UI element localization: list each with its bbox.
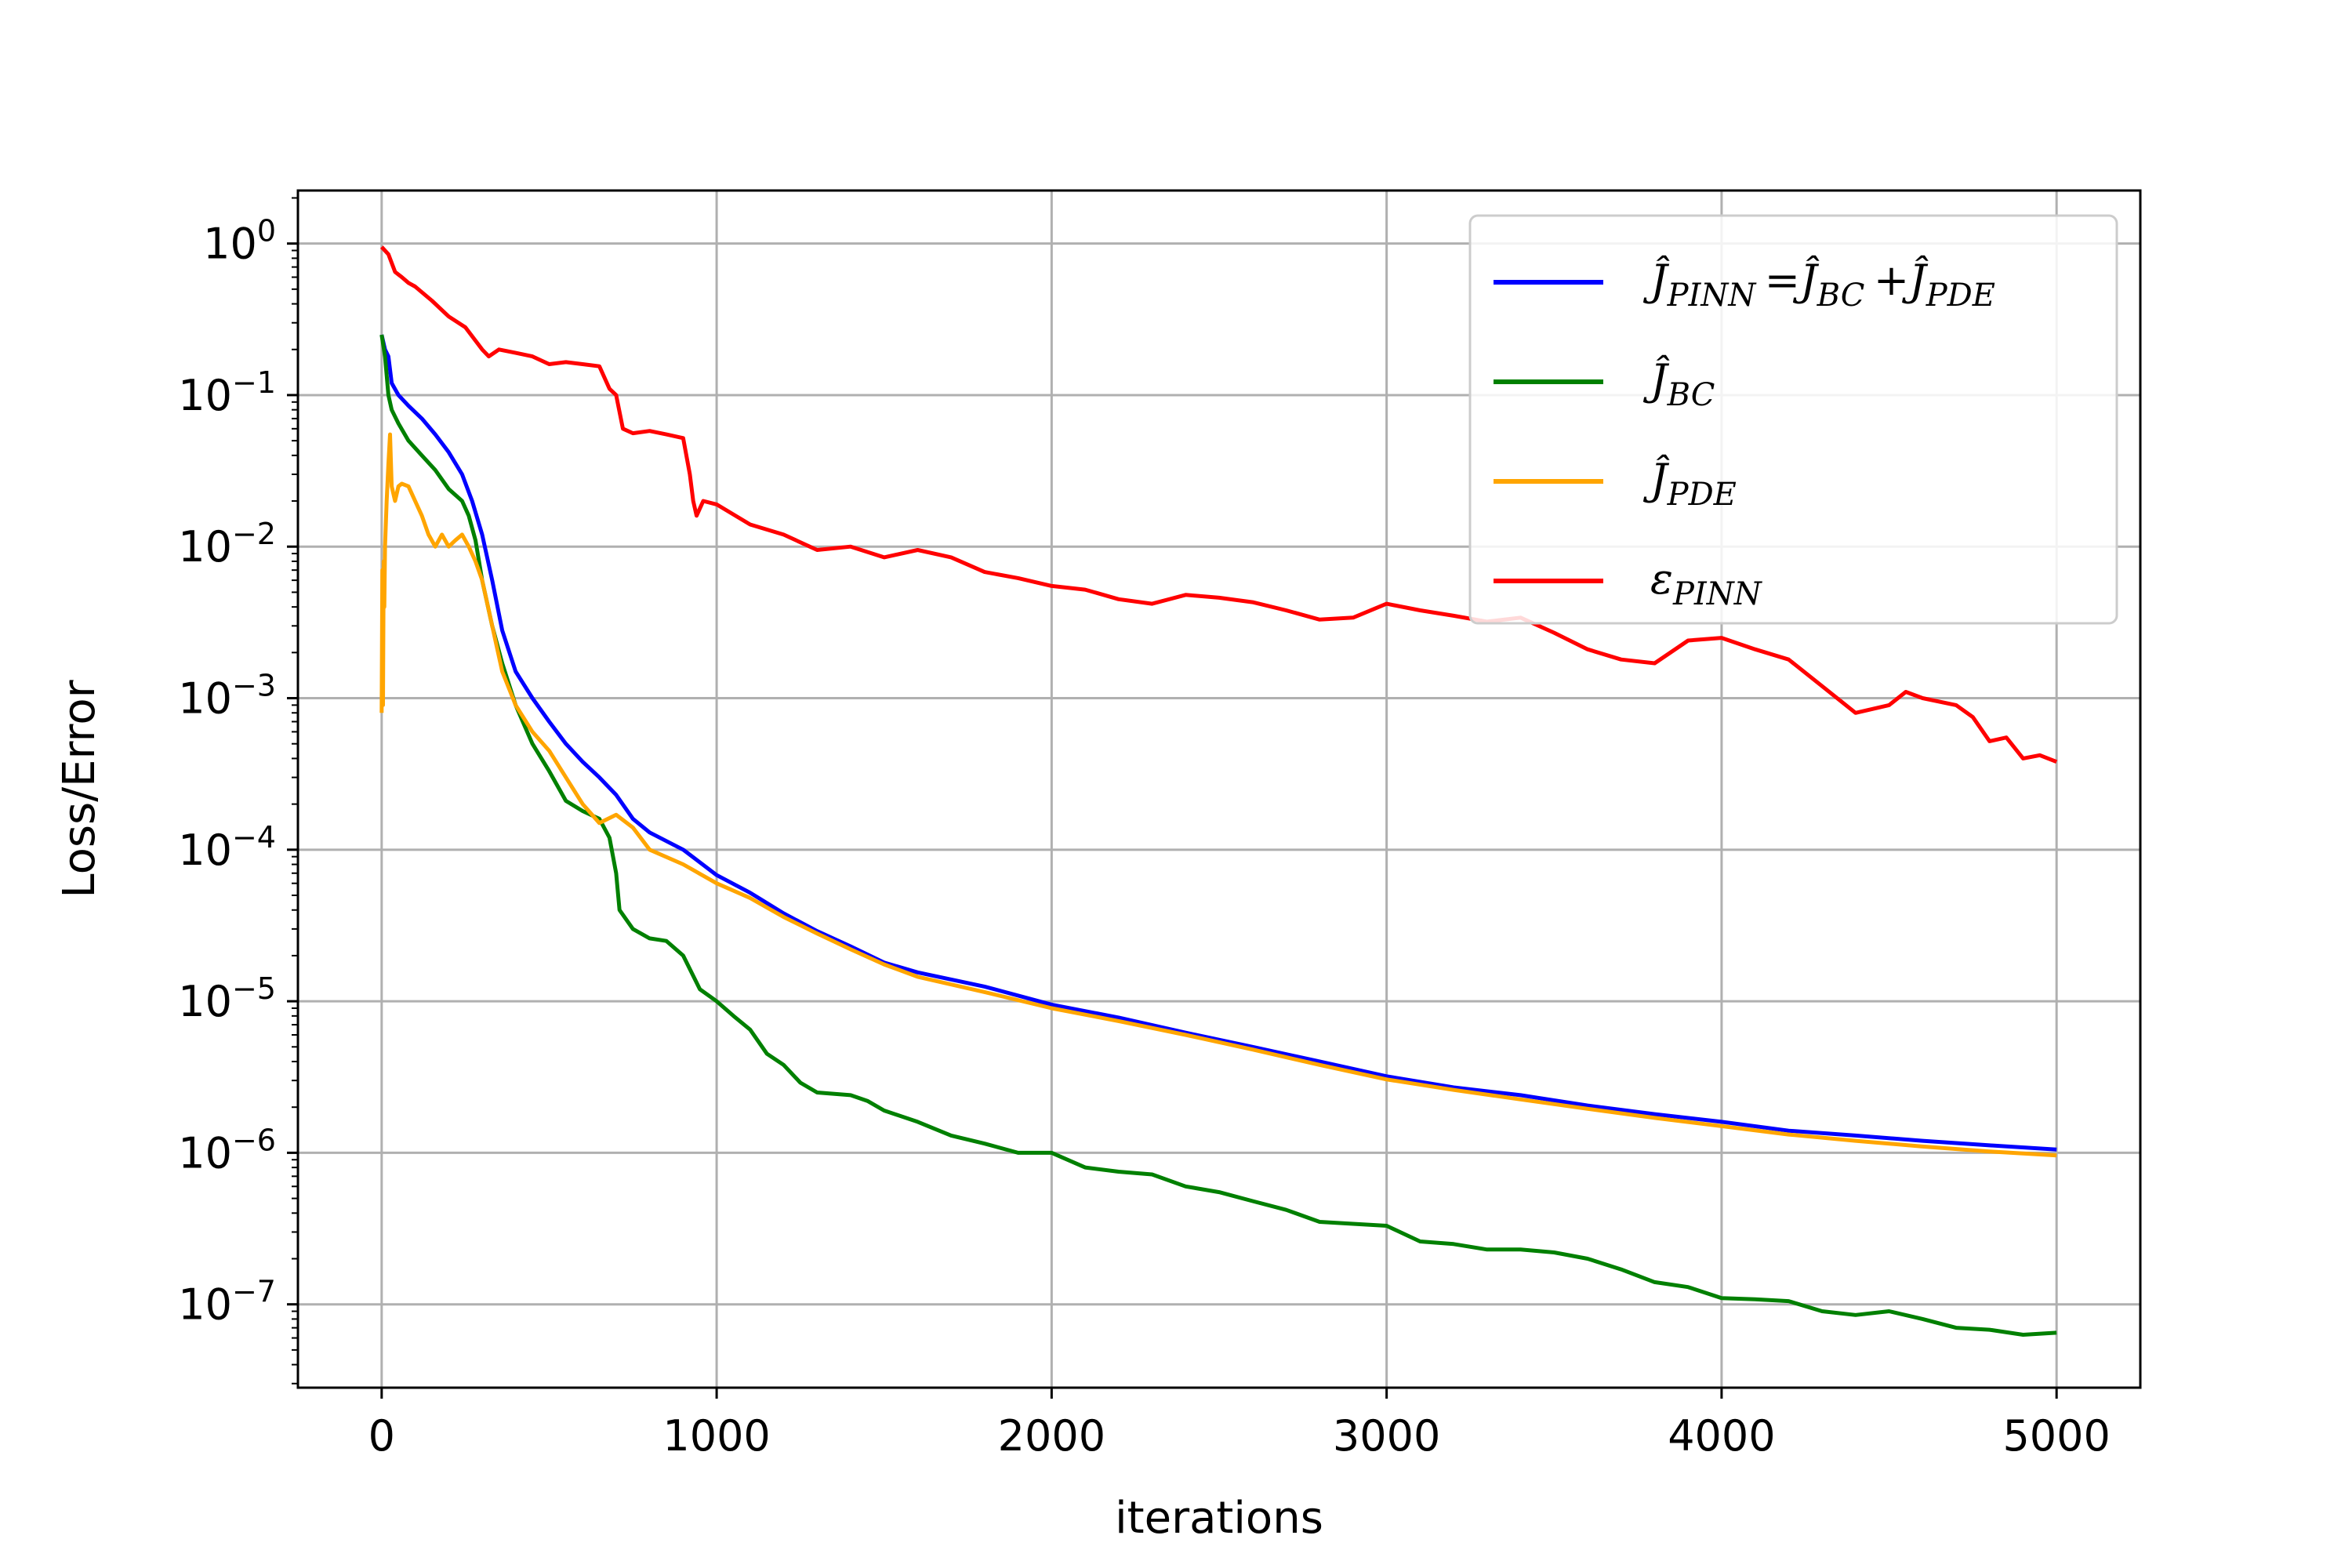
x-tick-label: 0 bbox=[368, 1411, 395, 1461]
legend: ĴPINN =ĴBC +ĴPDE ĴBC ĴPDE εPINN bbox=[1470, 216, 2117, 623]
x-tick-label: 5000 bbox=[2002, 1411, 2110, 1461]
x-tick-label: 2000 bbox=[998, 1411, 1105, 1461]
y-axis-label: Loss/Error bbox=[54, 679, 105, 898]
x-tick-label: 4000 bbox=[1668, 1411, 1775, 1461]
x-tick-label: 3000 bbox=[1333, 1411, 1440, 1461]
x-tick-label: 1000 bbox=[662, 1411, 770, 1461]
x-axis-label: iterations bbox=[1115, 1493, 1323, 1544]
